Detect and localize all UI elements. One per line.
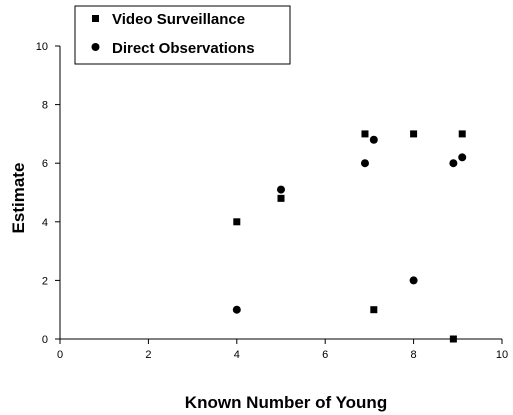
point-video-surveillance-3 — [370, 306, 378, 314]
point-direct-observations-6 — [458, 153, 467, 162]
point-direct-observations-3 — [369, 135, 378, 144]
x-tick-label-4: 8 — [411, 349, 417, 361]
point-video-surveillance-0 — [233, 218, 241, 226]
x-tick-label-1: 2 — [145, 349, 151, 361]
point-video-surveillance-5 — [449, 335, 457, 343]
y-tick-label-5: 10 — [36, 41, 48, 53]
point-video-surveillance-2 — [361, 130, 369, 138]
point-video-surveillance-1 — [277, 194, 285, 202]
y-tick-label-4: 8 — [42, 100, 48, 112]
x-tick-label-0: 0 — [57, 349, 63, 361]
point-direct-observations-0 — [232, 305, 241, 314]
legend-label-video-surveillance: Video Surveillance — [112, 11, 245, 28]
data-points — [232, 130, 467, 343]
point-direct-observations-1 — [277, 185, 285, 194]
legend-marker-video-surveillance — [92, 15, 99, 22]
y-tick-label-0: 0 — [42, 334, 48, 346]
point-video-surveillance-4 — [410, 130, 418, 138]
point-direct-observations-2 — [360, 159, 369, 168]
y-tick-label-1: 2 — [42, 275, 48, 287]
axes — [59, 46, 502, 340]
legend-frame — [74, 5, 291, 65]
y-ticks: 0 2 4 6 8 10 — [36, 41, 60, 346]
y-tick-label-2: 4 — [42, 217, 48, 229]
legend-marker-direct-observations — [91, 43, 100, 51]
point-direct-observations-5 — [449, 159, 458, 168]
x-ticks: 0 2 4 6 8 10 — [57, 339, 508, 361]
point-direct-observations-4 — [409, 276, 418, 285]
x-axis-title: Known Number of Young — [185, 393, 387, 412]
x-tick-label-3: 6 — [322, 349, 328, 361]
y-axis-title: Estimate — [9, 163, 28, 234]
legend-label-direct-observations: Direct Observations — [112, 40, 255, 57]
point-video-surveillance-6 — [458, 130, 466, 138]
x-tick-label-2: 4 — [234, 349, 240, 361]
y-tick-label-3: 6 — [42, 158, 48, 170]
x-tick-label-5: 10 — [496, 349, 508, 361]
legend: Video Surveillance Direct Observations — [74, 5, 291, 65]
